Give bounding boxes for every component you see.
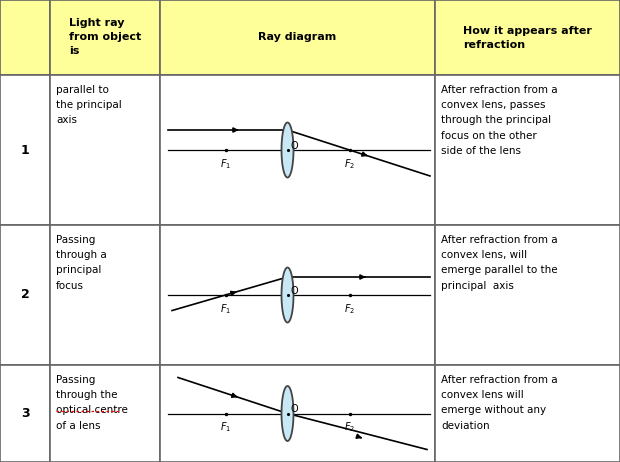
Text: Ray diagram: Ray diagram <box>259 32 337 43</box>
Text: 2: 2 <box>20 288 29 302</box>
Text: $F_1$: $F_1$ <box>220 420 231 434</box>
Bar <box>160 75 435 225</box>
Bar <box>435 365 620 462</box>
Polygon shape <box>281 386 293 441</box>
Bar <box>0 225 50 365</box>
Bar <box>160 225 435 365</box>
Bar <box>160 365 435 462</box>
Text: $F_2$: $F_2$ <box>344 157 355 171</box>
Text: How it appears after
refraction: How it appears after refraction <box>463 25 592 49</box>
Bar <box>160 0 435 75</box>
Text: $F_2$: $F_2$ <box>344 420 355 434</box>
Text: O: O <box>291 405 298 414</box>
Text: After refraction from a
convex lens will
emerge without any
deviation: After refraction from a convex lens will… <box>441 375 557 431</box>
Bar <box>50 75 160 225</box>
Text: O: O <box>291 286 298 296</box>
Polygon shape <box>281 122 293 177</box>
Bar <box>50 0 160 75</box>
Text: After refraction from a
convex lens, passes
through the principal
focus on the o: After refraction from a convex lens, pas… <box>441 85 557 156</box>
Text: Light ray
from object
is: Light ray from object is <box>69 18 141 56</box>
Text: $F_1$: $F_1$ <box>220 157 231 171</box>
Text: After refraction from a
convex lens, will
emerge parallel to the
principal  axis: After refraction from a convex lens, wil… <box>441 235 557 291</box>
Text: Passing
through the
optical centre
of a lens: Passing through the optical centre of a … <box>56 375 128 431</box>
Bar <box>0 365 50 462</box>
Bar <box>50 365 160 462</box>
Bar <box>435 75 620 225</box>
Text: Passing
through a
principal
focus: Passing through a principal focus <box>56 235 107 291</box>
Bar <box>0 0 50 75</box>
Text: O: O <box>291 141 298 151</box>
Text: parallel to
the principal
axis: parallel to the principal axis <box>56 85 122 125</box>
Text: $F_2$: $F_2$ <box>344 302 355 316</box>
Bar <box>435 0 620 75</box>
Bar <box>435 225 620 365</box>
Bar <box>0 75 50 225</box>
Polygon shape <box>281 267 293 322</box>
Text: $F_1$: $F_1$ <box>220 302 231 316</box>
Text: 1: 1 <box>20 144 29 157</box>
Text: 3: 3 <box>20 407 29 420</box>
Bar <box>50 225 160 365</box>
